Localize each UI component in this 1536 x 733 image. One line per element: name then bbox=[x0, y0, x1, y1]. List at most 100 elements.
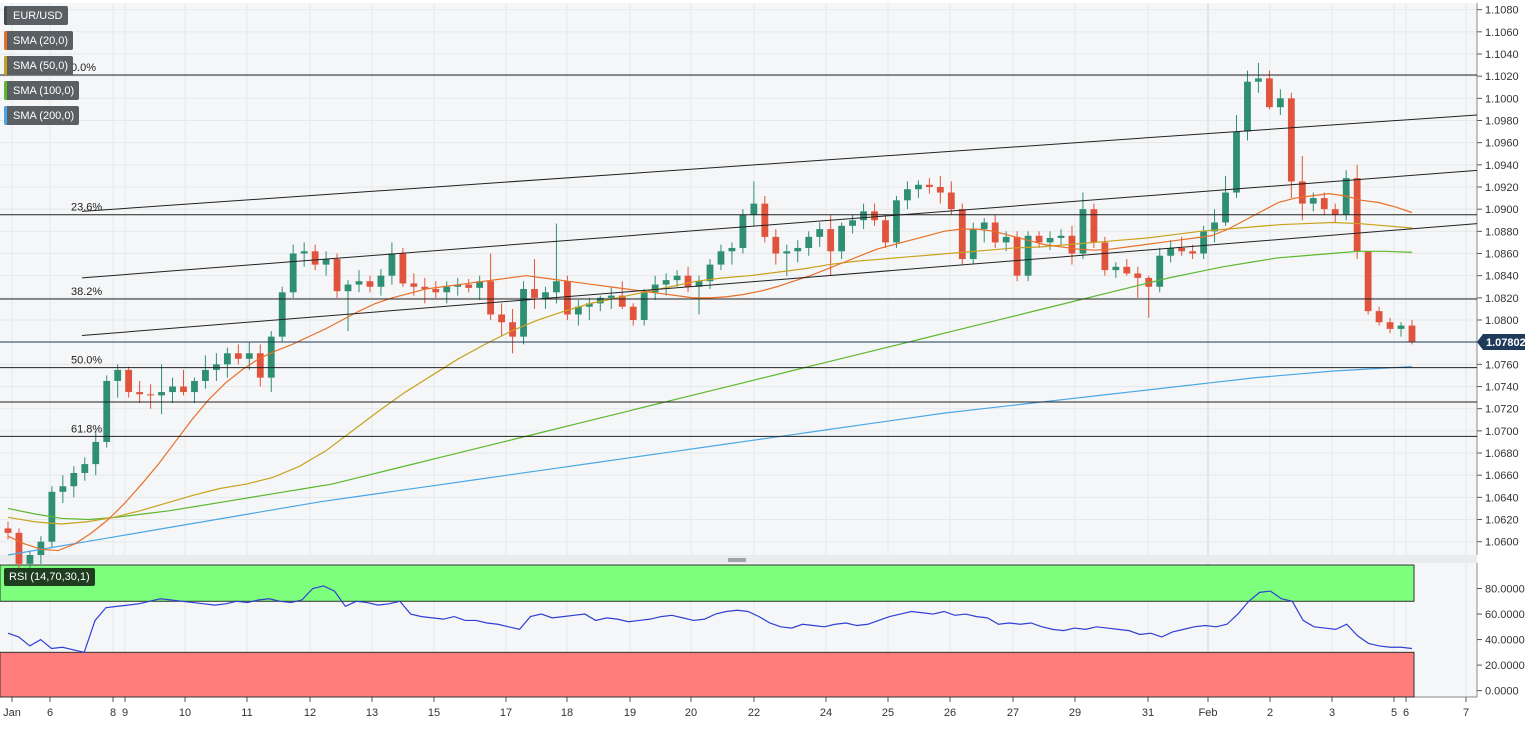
y-tick-label: 1.1060 bbox=[1485, 27, 1519, 39]
candle-body bbox=[882, 220, 889, 243]
candle bbox=[399, 247, 407, 287]
candle-body bbox=[289, 253, 297, 293]
candle bbox=[180, 369, 187, 396]
candle-body bbox=[15, 532, 23, 564]
candle-body bbox=[333, 259, 341, 292]
candle-body bbox=[1276, 98, 1284, 108]
candle bbox=[487, 253, 495, 321]
candle-body bbox=[476, 281, 484, 288]
fib-level-label: 23.6% bbox=[71, 202, 102, 214]
candle-body bbox=[1013, 236, 1021, 276]
sma20-line bbox=[7, 193, 1413, 552]
candle-body bbox=[553, 281, 560, 293]
legend-item-sma200[interactable]: SMA (200,0) bbox=[4, 106, 80, 125]
price-pane bbox=[0, 3, 1477, 555]
candle-body bbox=[103, 380, 111, 442]
candle-body bbox=[958, 209, 966, 260]
candle bbox=[1134, 266, 1142, 298]
x-tick-label: 10 bbox=[179, 707, 191, 719]
candle-body bbox=[1123, 266, 1131, 274]
candle-body bbox=[1331, 209, 1339, 215]
legend-item-sma50[interactable]: SMA (50,0) bbox=[4, 56, 74, 75]
candle bbox=[92, 430, 100, 476]
candle bbox=[849, 214, 856, 234]
rsi-line bbox=[7, 585, 1413, 654]
candle bbox=[169, 377, 176, 404]
candle-body bbox=[37, 541, 45, 555]
rsi-y-tick-label: 0.0000 bbox=[1485, 686, 1519, 698]
legend-item-eurusd[interactable]: EUR/USD bbox=[4, 6, 68, 25]
candle-body bbox=[585, 303, 593, 307]
candle-body bbox=[761, 203, 769, 237]
candle bbox=[629, 303, 637, 326]
candle-body bbox=[542, 292, 549, 298]
candle-body bbox=[1178, 247, 1186, 252]
candle-body bbox=[816, 229, 824, 237]
legend-swatch bbox=[4, 106, 7, 125]
candle bbox=[454, 277, 462, 296]
candle bbox=[618, 281, 626, 309]
candle-body bbox=[904, 189, 911, 201]
candle bbox=[925, 178, 933, 194]
y-tick-label: 1.0860 bbox=[1485, 249, 1519, 261]
candle bbox=[1189, 244, 1197, 260]
candle-body bbox=[147, 394, 154, 396]
candle bbox=[103, 375, 111, 448]
x-tick-label: 19 bbox=[624, 707, 636, 719]
x-tick-label: 2 bbox=[1267, 707, 1273, 719]
candle-body bbox=[915, 184, 922, 190]
candle-body bbox=[893, 200, 900, 243]
candle bbox=[311, 244, 319, 271]
candle-body bbox=[838, 225, 846, 252]
candle bbox=[15, 528, 23, 570]
candle-body bbox=[684, 275, 692, 287]
y-tick-label: 1.0720 bbox=[1485, 404, 1519, 416]
candle bbox=[1079, 192, 1087, 260]
candle-body bbox=[487, 281, 495, 315]
rsi-label[interactable]: RSI (14,70,30,1) bbox=[4, 568, 95, 586]
candle-body bbox=[300, 251, 308, 254]
y-tick-label: 1.0940 bbox=[1485, 160, 1519, 172]
candle bbox=[1276, 89, 1284, 115]
candle bbox=[366, 275, 374, 293]
candle bbox=[1233, 114, 1240, 199]
candle bbox=[300, 242, 308, 267]
candle-body bbox=[695, 281, 703, 287]
candle bbox=[1244, 70, 1251, 141]
candle bbox=[234, 344, 242, 365]
legend-swatch bbox=[4, 31, 7, 50]
candle bbox=[322, 251, 330, 276]
candle-body bbox=[860, 211, 867, 221]
channel-line bbox=[81, 169, 1478, 279]
candle-body bbox=[706, 264, 714, 282]
y-tick-label: 1.0980 bbox=[1485, 115, 1519, 127]
price-tag-label: 1.07802 bbox=[1486, 337, 1526, 349]
candle bbox=[1167, 240, 1175, 263]
candle bbox=[1397, 322, 1405, 337]
legend-item-sma100[interactable]: SMA (100,0) bbox=[4, 81, 80, 100]
candle bbox=[904, 181, 911, 210]
candle-body bbox=[1320, 198, 1328, 210]
candle-body bbox=[629, 306, 637, 321]
legend: EUR/USD SMA (20,0) SMA (50,0) SMA (100,0… bbox=[4, 6, 80, 131]
candle-body bbox=[1211, 222, 1218, 232]
candle-body bbox=[662, 280, 670, 285]
candle-body bbox=[213, 364, 220, 370]
candle-body bbox=[59, 486, 67, 492]
legend-item-sma20[interactable]: SMA (20,0) bbox=[4, 31, 74, 50]
channel-line bbox=[81, 114, 1478, 212]
y-tick-label: 1.1080 bbox=[1485, 5, 1519, 17]
x-tick-label: 31 bbox=[1142, 707, 1154, 719]
y-tick-label: 1.0620 bbox=[1485, 515, 1519, 527]
candle-body bbox=[344, 284, 352, 292]
candle-body bbox=[750, 203, 758, 215]
candle bbox=[1375, 306, 1383, 326]
candle bbox=[1222, 175, 1229, 226]
candle bbox=[37, 536, 45, 564]
candle bbox=[1287, 92, 1295, 199]
candle bbox=[816, 222, 824, 247]
candle bbox=[728, 242, 736, 265]
legend-label: EUR/USD bbox=[13, 9, 63, 22]
x-tick-label: 15 bbox=[428, 707, 440, 719]
x-tick-label: 25 bbox=[882, 707, 894, 719]
